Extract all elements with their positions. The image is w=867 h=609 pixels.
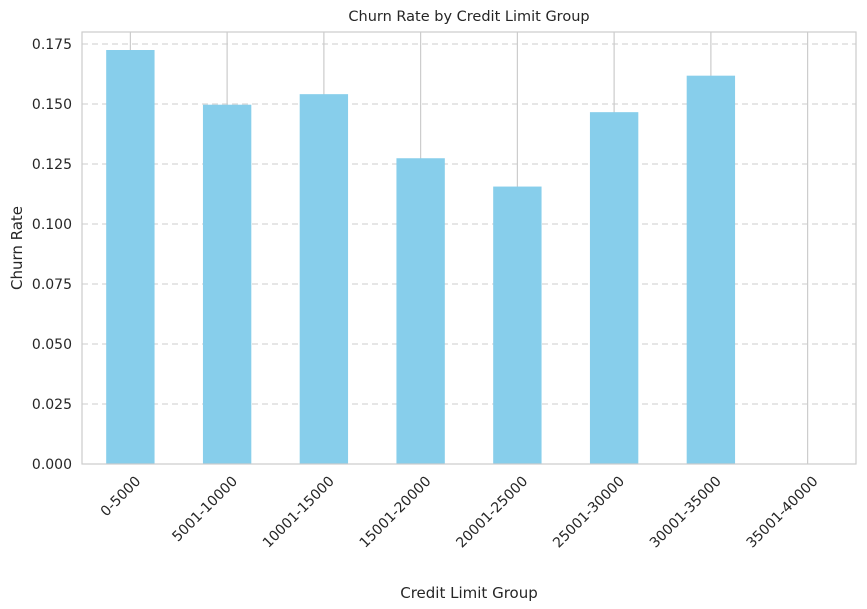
y-tick-label: 0.050 [32,337,72,353]
chart-title: Churn Rate by Credit Limit Group [348,9,589,25]
y-tick-label: 0.175 [32,37,72,53]
bar-10001-15000 [299,94,349,464]
bar-5001-10000 [202,104,252,464]
y-tick-label: 0.100 [32,217,72,233]
y-tick-label: 0.025 [32,397,72,413]
bar-15001-20000 [396,158,445,465]
bar-20001-25000 [493,186,542,464]
y-tick-label: 0.150 [32,97,72,113]
x-tick-label: 5001-10000 [169,474,241,546]
grid-lines [82,32,856,465]
y-tick-label: 0.000 [32,457,72,473]
x-tick-label: 0-5000 [98,474,144,520]
bar-0-5000 [106,50,155,464]
bars [106,50,736,465]
bar-30001-35000 [686,75,736,465]
x-tick-label: 10001-15000 [260,474,338,552]
x-tick-label: 35001-40000 [744,474,822,552]
x-tick-label: 15001-20000 [357,474,435,552]
bar-25001-30000 [589,112,639,464]
x-tick-label: 30001-35000 [647,474,725,552]
y-axis-ticks: 0.000 0.025 0.050 0.075 0.100 0.125 0.150 0.175 [32,37,72,473]
y-tick-label: 0.075 [32,277,72,293]
y-tick-label: 0.125 [32,157,72,173]
x-axis-ticks: 0-5000 5001-10000 10001-15000 15001-20000 20… [98,474,822,552]
plot-area-frame [81,31,857,465]
y-axis-title: Churn Rate [8,206,26,290]
x-axis-title: Credit Limit Group [400,584,538,602]
x-tick-label: 25001-30000 [550,474,628,552]
x-tick-label: 20001-25000 [453,474,531,552]
